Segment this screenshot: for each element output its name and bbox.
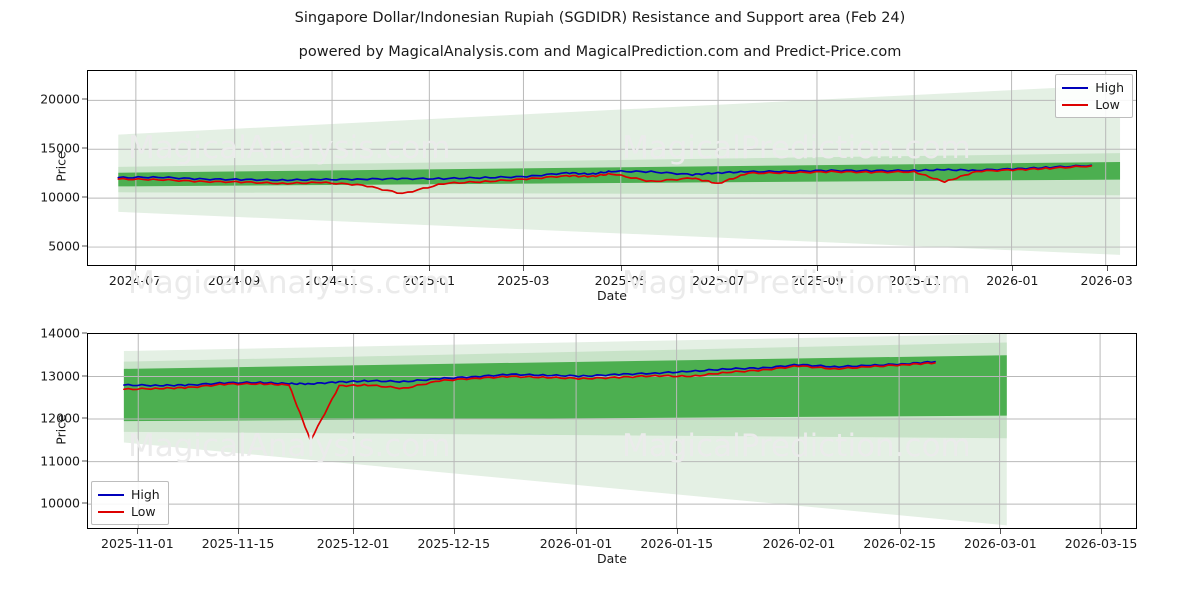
detail-y-axis-label: Price xyxy=(53,414,69,445)
x-tick-label: 2026-03 xyxy=(1080,273,1133,288)
x-tick-mark xyxy=(620,266,622,271)
x-tick-mark xyxy=(134,266,136,271)
y-tick-mark xyxy=(82,332,87,334)
x-tick-label: 2025-01 xyxy=(402,273,456,288)
overview-legend: High Low xyxy=(1055,74,1133,118)
x-tick-label: 2024-07 xyxy=(108,273,162,288)
x-tick-label: 2025-09 xyxy=(791,273,844,288)
x-tick-mark xyxy=(798,529,800,534)
y-tick-label: 14000 xyxy=(40,325,80,341)
x-tick-mark xyxy=(353,529,355,534)
x-tick-label: 2024-11 xyxy=(305,273,358,288)
y-tick-label: 12000 xyxy=(40,410,80,426)
legend-entry-low[interactable]: Low xyxy=(1062,96,1124,113)
x-tick-mark xyxy=(1101,529,1103,534)
x-tick-mark xyxy=(576,529,578,534)
overview-plot-svg xyxy=(88,71,1136,265)
x-tick-label: 2025-03 xyxy=(497,273,550,288)
detail-chart-panel: 10000 11000 12000 13000 14000 2025-11-01 2025-… xyxy=(40,326,1137,567)
series-line-low xyxy=(123,361,936,442)
x-tick-mark xyxy=(234,266,236,271)
x-tick-mark xyxy=(899,529,901,534)
y-tick-label: 20000 xyxy=(40,91,80,107)
x-tick-label: 2026-01-01 xyxy=(539,536,613,551)
x-tick-label: 2026-01-15 xyxy=(640,536,714,551)
legend-label-low: Low xyxy=(1095,97,1120,112)
x-tick-mark xyxy=(331,266,333,271)
page-title: Singapore Dollar/Indonesian Rupiah (SGDI… xyxy=(294,10,906,26)
legend-swatch-low xyxy=(98,510,124,513)
legend-entry-high[interactable]: High xyxy=(1062,79,1124,96)
legend-swatch-high xyxy=(1062,86,1089,89)
x-tick-mark xyxy=(676,529,678,534)
x-tick-mark xyxy=(1106,266,1108,271)
y-tick-label: 10000 xyxy=(40,189,80,205)
y-tick-label: 5000 xyxy=(48,238,80,254)
y-tick-label: 10000 xyxy=(40,495,80,511)
series-line-low xyxy=(117,165,1093,195)
y-tick-mark xyxy=(82,245,87,247)
series-line-high xyxy=(117,164,1093,182)
y-tick-label: 11000 xyxy=(40,453,80,469)
x-tick-mark xyxy=(429,266,430,271)
legend-swatch-high xyxy=(98,493,124,496)
overview-plot-area xyxy=(87,70,1137,266)
detail-plot-area xyxy=(87,333,1137,529)
x-tick-label: 2025-12-01 xyxy=(316,536,390,551)
overview-chart-panel: 5000 10000 15000 20000 2024-07 2024-09 2024-11… xyxy=(40,70,1137,303)
legend-swatch-low xyxy=(1062,103,1089,106)
x-tick-mark xyxy=(238,529,240,534)
y-tick-mark xyxy=(82,98,87,100)
x-tick-label: 2025-12-15 xyxy=(417,536,491,551)
detail-x-axis-label: Date xyxy=(597,551,627,566)
x-tick-label: 2026-02-01 xyxy=(762,536,836,551)
band-core-band xyxy=(123,355,1007,422)
legend-label-high: High xyxy=(1095,80,1124,95)
y-tick-label: 15000 xyxy=(40,140,80,156)
series-line-high xyxy=(123,360,936,387)
x-tick-label: 2025-07 xyxy=(692,273,745,288)
x-tick-label: 2026-03-15 xyxy=(1064,536,1138,551)
x-tick-label: 2025-05 xyxy=(594,273,647,288)
overview-x-axis-label: Date xyxy=(597,288,627,303)
x-tick-label: 2024-09 xyxy=(207,273,261,288)
y-tick-mark xyxy=(82,417,87,419)
x-tick-mark xyxy=(914,266,916,271)
legend-entry-low[interactable]: Low xyxy=(98,503,160,520)
x-tick-label: 2025-11 xyxy=(888,273,941,288)
x-tick-mark xyxy=(1000,529,1002,534)
x-tick-mark xyxy=(137,529,139,534)
x-tick-label: 2026-01 xyxy=(986,273,1039,288)
x-tick-mark xyxy=(1012,266,1014,271)
overview-y-axis-label: Price xyxy=(53,151,69,182)
y-tick-mark xyxy=(82,196,87,198)
x-tick-mark xyxy=(453,529,455,534)
detail-plot-svg xyxy=(88,334,1136,528)
page-subtitle: powered by MagicalAnalysis.com and Magic… xyxy=(298,44,902,60)
x-tick-label: 2025-11-15 xyxy=(201,536,275,551)
legend-label-low: Low xyxy=(131,504,156,519)
y-tick-mark xyxy=(82,460,87,462)
y-tick-label: 13000 xyxy=(40,368,80,384)
detail-legend: High Low xyxy=(91,481,169,525)
x-tick-label: 2026-03-01 xyxy=(964,536,1037,551)
x-tick-label: 2025-11-01 xyxy=(101,536,174,551)
x-tick-mark xyxy=(817,266,819,271)
x-tick-label: 2026-02-15 xyxy=(863,536,936,551)
x-tick-mark xyxy=(523,266,525,271)
y-tick-mark xyxy=(82,502,87,504)
x-tick-mark xyxy=(718,266,720,271)
y-tick-mark xyxy=(82,375,87,377)
y-tick-mark xyxy=(82,147,87,149)
legend-entry-high[interactable]: High xyxy=(98,486,160,503)
legend-label-high: High xyxy=(131,487,160,502)
